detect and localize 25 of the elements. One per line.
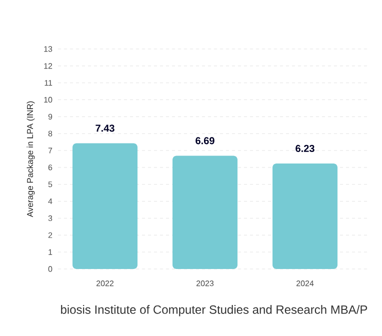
bar <box>172 156 238 269</box>
data-label: 6.23 <box>296 144 314 152</box>
y-tick-label: 9 <box>48 114 52 120</box>
y-tick-label: 4 <box>48 198 52 204</box>
y-tick-label: 8 <box>48 130 52 136</box>
y-tick-label: 2 <box>48 232 52 238</box>
data-label: 7.43 <box>96 124 114 132</box>
x-tick-label: 2022 <box>96 280 114 286</box>
y-tick-label: 3 <box>48 215 52 222</box>
bar <box>272 164 338 269</box>
x-axis-title: biosis Institute of Computer Studies and Research MBA/P <box>61 305 368 316</box>
y-tick-label: 1 <box>48 249 52 255</box>
x-tick-label: 2023 <box>196 280 214 286</box>
x-tick-label: 2024 <box>296 280 314 286</box>
y-tick-label: 0 <box>48 266 52 272</box>
y-tick-label: 6 <box>48 164 52 170</box>
y-tick-label: 5 <box>48 182 52 188</box>
data-label: 6.69 <box>196 137 214 144</box>
y-axis-title: Average Package in LPA (INR) <box>26 101 35 218</box>
y-tick-label: 11 <box>44 80 52 86</box>
bar <box>72 143 138 269</box>
y-tick-label: 13 <box>44 46 52 52</box>
y-tick-label: 12 <box>44 63 52 69</box>
y-tick-label: 7 <box>48 148 52 154</box>
y-tick-label: 10 <box>44 96 52 103</box>
